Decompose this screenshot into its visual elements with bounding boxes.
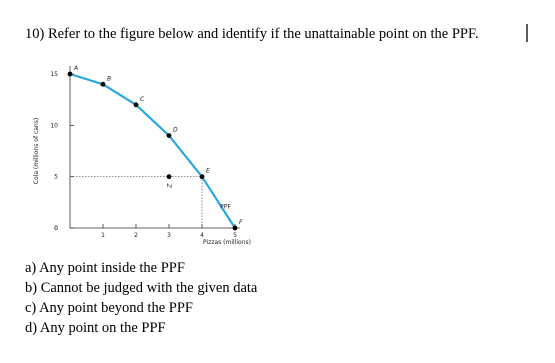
option: d) Any point on the PPF xyxy=(25,320,166,336)
x-tick-label: 4 xyxy=(200,232,204,239)
point-label: E xyxy=(206,168,210,175)
point xyxy=(100,81,106,87)
point xyxy=(166,174,172,180)
option: c) Any point beyond the PPF xyxy=(25,300,193,316)
x-tick-label: 1 xyxy=(101,232,105,239)
point-label: Z xyxy=(165,183,172,189)
question: 10) Refer to the figure below and identi… xyxy=(25,26,478,42)
point xyxy=(67,71,73,77)
point-label: A xyxy=(73,65,78,72)
y-tick-label: 0 xyxy=(54,225,58,232)
point-label: C xyxy=(140,96,145,103)
point-label: D xyxy=(173,127,178,134)
y-tick-label: 5 xyxy=(54,174,58,181)
y-tick-label: 10 xyxy=(50,122,58,129)
point-label: B xyxy=(107,75,111,82)
option: a) Any point inside the PPF xyxy=(25,260,185,276)
y-tick-label: 15 xyxy=(50,71,58,78)
curve-label: PPF xyxy=(220,203,231,210)
point xyxy=(166,133,172,139)
x-tick-label: 2 xyxy=(134,232,138,239)
point xyxy=(232,225,238,231)
option: b) Cannot be judged with the given data xyxy=(25,280,258,296)
x-tick-label: 0 xyxy=(54,225,58,232)
point xyxy=(199,174,205,180)
ppf-curve xyxy=(69,72,236,229)
point xyxy=(133,102,139,108)
x-axis-title: Pizzas (millions) xyxy=(203,239,251,246)
x-tick-label: 3 xyxy=(167,232,171,239)
y-axis-title: Cola (millions of cans) xyxy=(33,118,40,184)
point-label: F xyxy=(239,219,243,226)
options: a) Any point inside the PPF b) Cannot be … xyxy=(25,260,258,336)
x-tick-label: 5 xyxy=(233,232,237,239)
